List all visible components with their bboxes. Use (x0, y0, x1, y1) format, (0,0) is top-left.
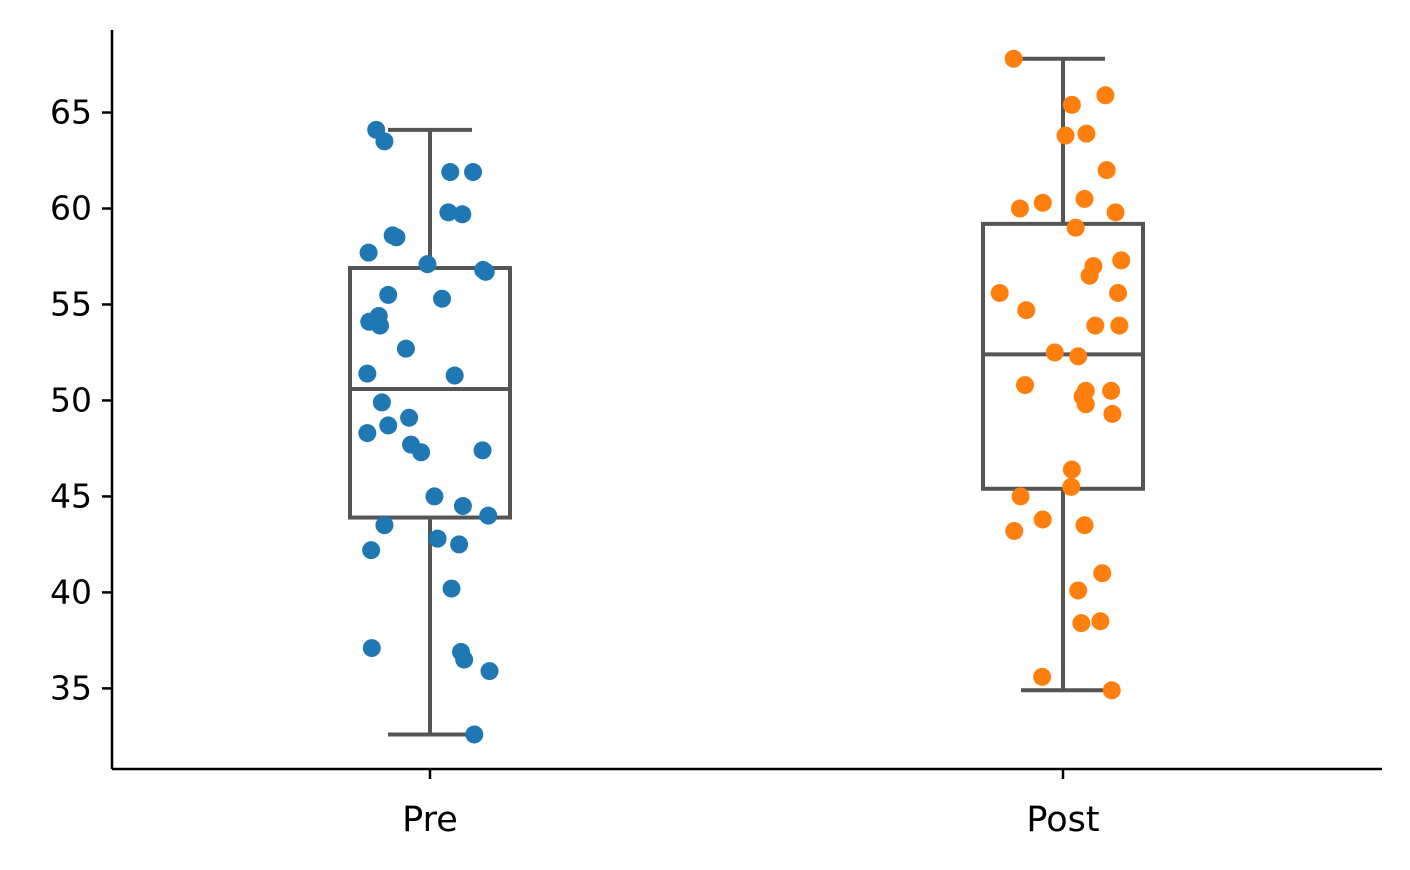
data-point (450, 535, 469, 554)
data-point (1112, 251, 1131, 270)
data-point (1062, 477, 1081, 496)
data-point (480, 662, 499, 681)
data-point (465, 725, 484, 744)
data-point (362, 541, 381, 560)
data-point (425, 487, 444, 506)
data-point (479, 506, 498, 525)
y-tick-label: 40 (50, 572, 92, 611)
data-point (1069, 581, 1088, 600)
data-point (375, 132, 394, 151)
data-point (1106, 203, 1125, 222)
data-point (1062, 95, 1081, 114)
data-point (1086, 316, 1105, 335)
data-point (1091, 612, 1110, 631)
data-point (476, 262, 495, 281)
y-tick-label: 65 (50, 93, 92, 132)
data-point (1016, 376, 1035, 395)
iqr-box (348, 266, 512, 520)
data-point (1045, 343, 1064, 362)
data-point (362, 639, 381, 658)
data-point (1066, 218, 1085, 237)
data-point (1110, 316, 1129, 335)
y-tick-label: 45 (50, 476, 92, 515)
data-point (1093, 564, 1112, 583)
data-point (1109, 283, 1128, 302)
data-point (412, 443, 431, 462)
x-tick-label: Post (1026, 800, 1099, 840)
data-point (418, 255, 437, 274)
data-point (1072, 614, 1091, 633)
series-pre (348, 120, 512, 744)
data-point (445, 366, 464, 385)
data-point (442, 579, 461, 598)
data-point (1011, 487, 1030, 506)
data-point (358, 364, 377, 383)
data-point (1080, 266, 1099, 285)
data-point (1096, 86, 1115, 105)
plot-area (348, 49, 1145, 744)
data-point (1033, 667, 1052, 686)
data-point (1062, 460, 1081, 479)
data-point (1005, 521, 1024, 540)
data-point (359, 243, 378, 262)
data-point (387, 228, 406, 247)
x-tick-label: Pre (402, 800, 458, 840)
data-point (1033, 193, 1052, 212)
data-point (1103, 404, 1122, 423)
data-point (1004, 49, 1023, 68)
data-point (1102, 681, 1121, 700)
data-point (428, 529, 447, 548)
data-point (473, 441, 492, 460)
data-point (375, 516, 394, 535)
y-tick-label: 60 (50, 189, 92, 228)
data-point (1069, 347, 1088, 366)
data-point (990, 283, 1009, 302)
data-point (441, 163, 460, 182)
y-tick-label: 50 (50, 380, 92, 419)
data-point (455, 650, 474, 669)
data-point (358, 424, 377, 443)
data-point (1102, 381, 1121, 400)
data-point (396, 339, 415, 358)
data-point (464, 163, 483, 182)
data-point (1075, 516, 1094, 535)
series-post (981, 49, 1145, 700)
data-point (1077, 124, 1096, 143)
data-point (1075, 189, 1094, 208)
y-tick-label: 55 (50, 284, 92, 323)
data-point (1056, 126, 1075, 145)
data-point (379, 416, 398, 435)
data-point (400, 408, 419, 427)
data-point (1010, 199, 1029, 218)
data-point (1097, 161, 1116, 180)
data-point (453, 497, 472, 516)
data-point (379, 285, 398, 304)
data-point (453, 205, 472, 224)
data-point (372, 393, 391, 412)
data-point (1076, 395, 1095, 414)
data-point (1033, 510, 1052, 529)
data-point (1017, 301, 1036, 320)
data-point (370, 316, 389, 335)
data-point (439, 203, 458, 222)
y-tick-label: 35 (50, 668, 92, 707)
axes: 35 40 45 50 55 60 65 Pre Post (50, 30, 1382, 840)
data-point (433, 289, 452, 308)
